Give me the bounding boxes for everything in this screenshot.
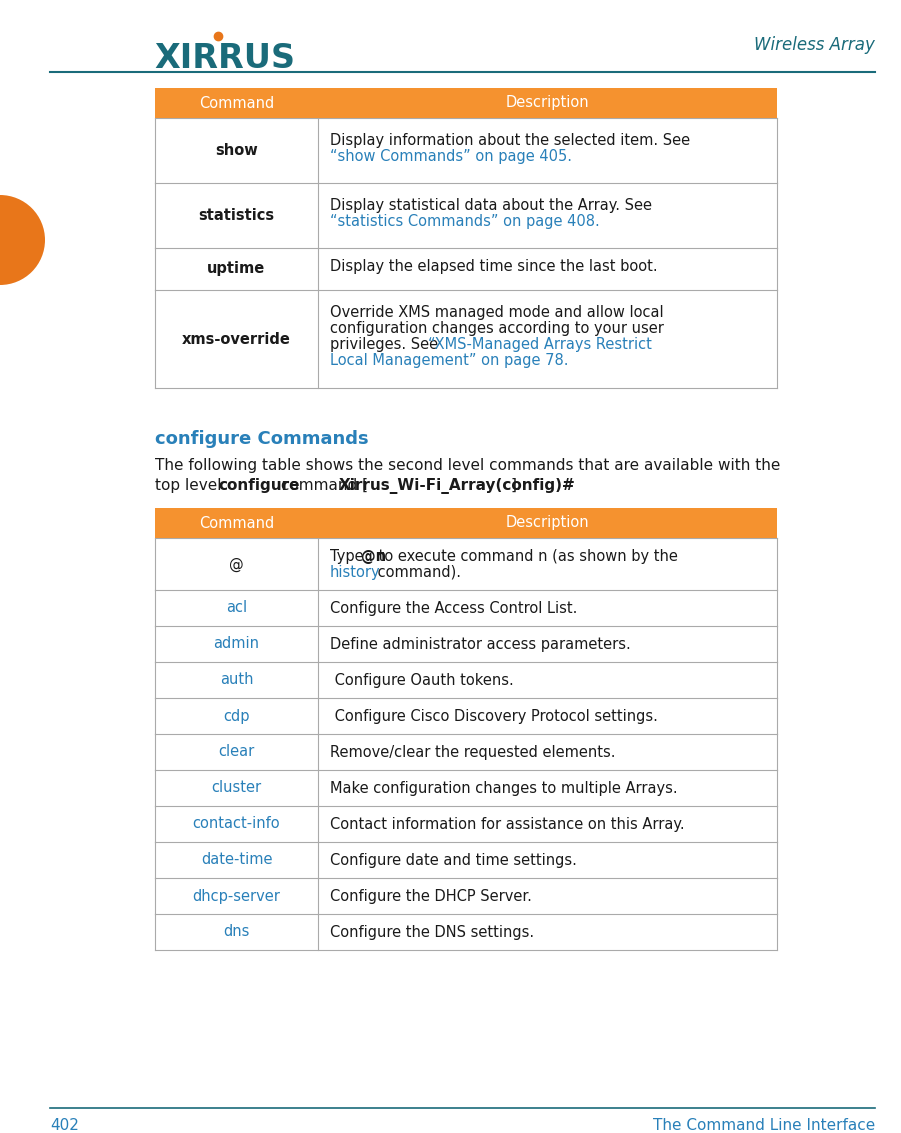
Bar: [155, 508, 777, 538]
Text: auth: auth: [220, 673, 253, 688]
Text: Configure the DHCP Server.: Configure the DHCP Server.: [330, 888, 532, 903]
Text: Display information about the selected item. See: Display information about the selected i…: [330, 133, 690, 148]
Text: contact-info: contact-info: [193, 817, 280, 832]
Text: Wireless Array: Wireless Array: [754, 36, 875, 54]
Text: Local Management” on page 78.: Local Management” on page 78.: [330, 353, 569, 368]
Text: dhcp-server: dhcp-server: [193, 888, 280, 903]
Text: Display statistical data about the Array. See: Display statistical data about the Array…: [330, 198, 652, 213]
Text: history: history: [330, 564, 380, 579]
Text: “show Commands” on page 405.: “show Commands” on page 405.: [330, 150, 572, 164]
Text: XIRRUS: XIRRUS: [154, 42, 296, 75]
Text: configuration changes according to your user: configuration changes according to your …: [330, 322, 664, 337]
Text: Configure Cisco Discovery Protocol settings.: Configure Cisco Discovery Protocol setti…: [330, 708, 658, 724]
Text: admin: admin: [214, 637, 259, 651]
Text: clear: clear: [218, 744, 255, 759]
Text: Description: Description: [505, 516, 589, 530]
Text: dns: dns: [223, 925, 250, 939]
Text: cdp: cdp: [223, 708, 250, 724]
Text: Xirrus_Wi-Fi_Array(config)#: Xirrus_Wi-Fi_Array(config)#: [339, 478, 576, 494]
Text: Display the elapsed time since the last boot.: Display the elapsed time since the last …: [330, 259, 658, 274]
Text: Override XMS managed mode and allow local: Override XMS managed mode and allow loca…: [330, 306, 664, 321]
Text: @n: @n: [360, 548, 386, 563]
Text: Type: Type: [330, 548, 369, 563]
Text: configure Commands: configure Commands: [155, 431, 369, 448]
Text: acl: acl: [226, 600, 247, 615]
Text: Description: Description: [505, 95, 589, 111]
Text: Command: Command: [199, 516, 274, 530]
Text: Contact information for assistance on this Array.: Contact information for assistance on th…: [330, 817, 685, 832]
Text: xms-override: xms-override: [182, 332, 291, 347]
Text: Command: Command: [199, 95, 274, 111]
Text: command [: command [: [276, 478, 368, 493]
Text: ].: ].: [511, 478, 522, 493]
Text: Configure the Access Control List.: Configure the Access Control List.: [330, 600, 578, 615]
Text: to execute command n (as shown by the: to execute command n (as shown by the: [374, 548, 678, 563]
Text: @: @: [229, 556, 244, 571]
Text: top level: top level: [155, 478, 226, 493]
Text: show: show: [215, 143, 258, 157]
Text: Remove/clear the requested elements.: Remove/clear the requested elements.: [330, 744, 615, 759]
Text: The following table shows the second level commands that are available with the: The following table shows the second lev…: [155, 458, 780, 472]
Text: 402: 402: [50, 1117, 79, 1133]
Text: uptime: uptime: [207, 262, 266, 276]
Text: “XMS-Managed Arrays Restrict: “XMS-Managed Arrays Restrict: [428, 338, 651, 352]
Text: configure: configure: [219, 478, 300, 493]
Bar: [155, 88, 777, 118]
Text: Define administrator access parameters.: Define administrator access parameters.: [330, 637, 631, 651]
Text: Configure Oauth tokens.: Configure Oauth tokens.: [330, 673, 514, 688]
Wedge shape: [0, 195, 45, 286]
Text: “statistics Commands” on page 408.: “statistics Commands” on page 408.: [330, 214, 600, 229]
Text: Configure date and time settings.: Configure date and time settings.: [330, 852, 577, 868]
Text: statistics: statistics: [198, 208, 275, 223]
Text: command).: command).: [373, 564, 460, 579]
Text: cluster: cluster: [212, 781, 261, 795]
Text: The Command Line Interface: The Command Line Interface: [652, 1117, 875, 1133]
Text: privileges. See: privileges. See: [330, 338, 442, 352]
Text: date-time: date-time: [201, 852, 272, 868]
Text: Configure the DNS settings.: Configure the DNS settings.: [330, 925, 534, 939]
Text: Make configuration changes to multiple Arrays.: Make configuration changes to multiple A…: [330, 781, 678, 795]
